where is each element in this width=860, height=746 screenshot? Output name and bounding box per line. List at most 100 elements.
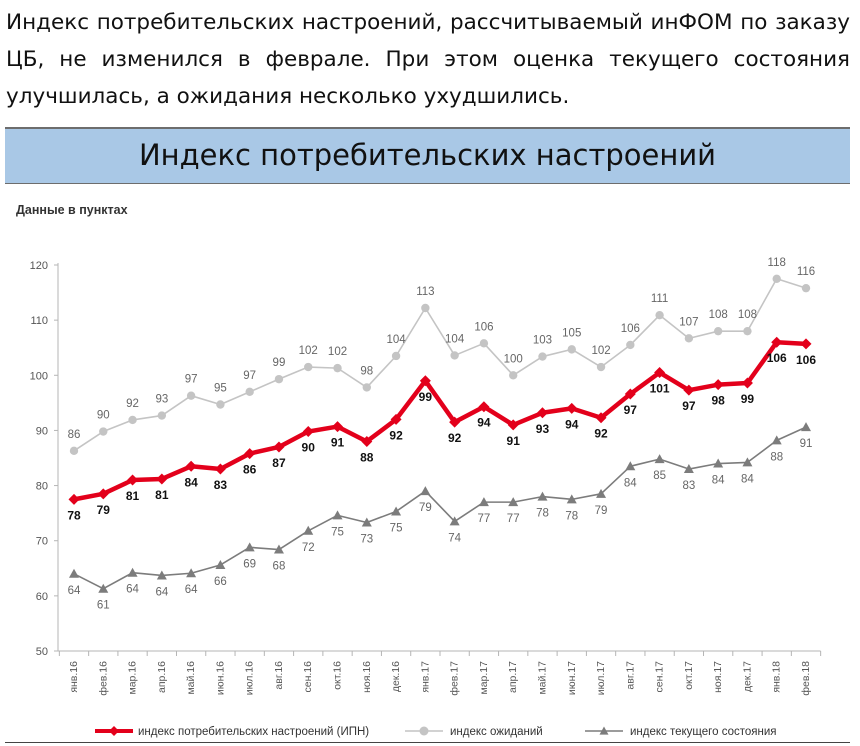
chart-title: Индекс потребительских настроений xyxy=(138,138,717,172)
data-point xyxy=(304,362,313,372)
legend-item[interactable]: индекс текущего состояния xyxy=(585,726,776,738)
chart-legend[interactable]: индекс потребительских настроений (ИПН) и… xyxy=(95,726,776,738)
legend-item[interactable]: индекс ожиданий xyxy=(405,726,543,738)
data-label: 84 xyxy=(741,473,754,485)
data-point xyxy=(624,388,636,400)
data-point xyxy=(185,460,197,472)
data-point xyxy=(801,422,811,432)
data-point xyxy=(625,461,636,471)
data-label: 95 xyxy=(214,383,227,395)
data-label: 86 xyxy=(243,463,257,477)
data-label: 103 xyxy=(533,335,552,347)
data-label: 69 xyxy=(243,558,256,570)
data-point xyxy=(508,497,519,507)
data-label: 66 xyxy=(214,576,227,588)
units-label: Данные в пунктах xyxy=(16,203,128,217)
data-point xyxy=(509,371,518,380)
data-point xyxy=(419,726,429,736)
data-point xyxy=(595,412,607,424)
data-point xyxy=(303,525,314,535)
data-point xyxy=(449,516,460,526)
data-label: 83 xyxy=(682,480,695,492)
data-label: 108 xyxy=(709,309,728,321)
x-tick-label: окт.17 xyxy=(683,661,695,690)
x-tick-label: апр.17 xyxy=(507,661,519,693)
data-label: 81 xyxy=(126,489,140,503)
data-point xyxy=(683,384,695,396)
data-point xyxy=(302,426,314,438)
data-label: 99 xyxy=(419,390,433,404)
data-point xyxy=(449,416,461,428)
data-label: 106 xyxy=(474,321,493,333)
data-label: 88 xyxy=(360,450,374,464)
y-tick-label: 50 xyxy=(36,646,48,658)
data-label: 92 xyxy=(126,398,139,410)
data-label: 84 xyxy=(624,477,637,489)
data-label: 100 xyxy=(504,353,523,365)
data-label: 97 xyxy=(185,374,198,386)
data-point xyxy=(333,363,342,373)
data-label: 77 xyxy=(478,513,491,525)
data-label: 93 xyxy=(536,422,550,436)
data-label: 92 xyxy=(594,427,608,441)
data-label: 91 xyxy=(331,436,345,450)
data-label: 90 xyxy=(97,410,110,422)
data-label: 116 xyxy=(797,266,815,278)
data-label: 107 xyxy=(679,316,698,328)
data-label: 64 xyxy=(185,584,198,596)
data-label: 94 xyxy=(477,416,491,430)
data-label: 113 xyxy=(416,286,434,298)
data-point xyxy=(69,568,79,578)
data-label: 98 xyxy=(360,365,373,377)
data-label: 79 xyxy=(97,503,111,517)
chart-series xyxy=(68,274,812,593)
data-label: 104 xyxy=(386,334,406,346)
data-label: 73 xyxy=(360,534,373,546)
data-point xyxy=(537,491,548,501)
data-point xyxy=(654,454,665,464)
y-tick-label: 100 xyxy=(30,370,48,382)
data-point xyxy=(801,283,811,293)
data-label: 64 xyxy=(126,584,139,596)
data-point xyxy=(420,486,431,496)
data-point xyxy=(97,488,109,500)
data-point xyxy=(566,402,578,414)
data-label: 75 xyxy=(390,522,403,534)
data-label: 118 xyxy=(768,257,786,269)
data-label: 68 xyxy=(273,561,286,573)
data-label: 84 xyxy=(712,475,725,487)
data-point xyxy=(507,419,519,431)
data-label: 61 xyxy=(97,600,110,612)
data-point xyxy=(274,374,284,384)
x-tick-label: янв.18 xyxy=(771,661,783,693)
data-label: 78 xyxy=(536,508,549,520)
data-label: 91 xyxy=(800,438,813,450)
data-point xyxy=(713,458,724,468)
intro-paragraph: Индекс потребительских настроений, рассч… xyxy=(6,10,850,109)
x-tick-label: янв.17 xyxy=(419,661,431,693)
data-point xyxy=(186,568,197,578)
y-tick-label: 80 xyxy=(36,481,48,493)
data-point xyxy=(273,441,285,453)
data-label: 74 xyxy=(448,532,461,544)
data-point xyxy=(157,411,167,420)
data-point xyxy=(712,379,724,391)
data-label: 84 xyxy=(184,475,198,489)
x-tick-label: фев.17 xyxy=(449,661,461,696)
data-point xyxy=(362,383,371,392)
legend-item[interactable]: индекс потребительских настроений (ИПН) xyxy=(95,726,369,738)
data-label: 87 xyxy=(272,456,286,470)
data-label: 75 xyxy=(331,526,344,538)
y-tick-label: 120 xyxy=(30,260,48,272)
data-point xyxy=(244,448,256,460)
data-point xyxy=(332,421,344,433)
data-point xyxy=(566,494,577,504)
data-point xyxy=(109,726,119,736)
data-point xyxy=(68,493,80,505)
x-tick-label: ноя.16 xyxy=(361,661,373,693)
y-tick-label: 70 xyxy=(36,536,48,548)
data-label: 98 xyxy=(711,394,725,408)
x-tick-label: авг.17 xyxy=(624,661,636,690)
data-label: 101 xyxy=(650,382,670,396)
data-point xyxy=(214,463,226,475)
